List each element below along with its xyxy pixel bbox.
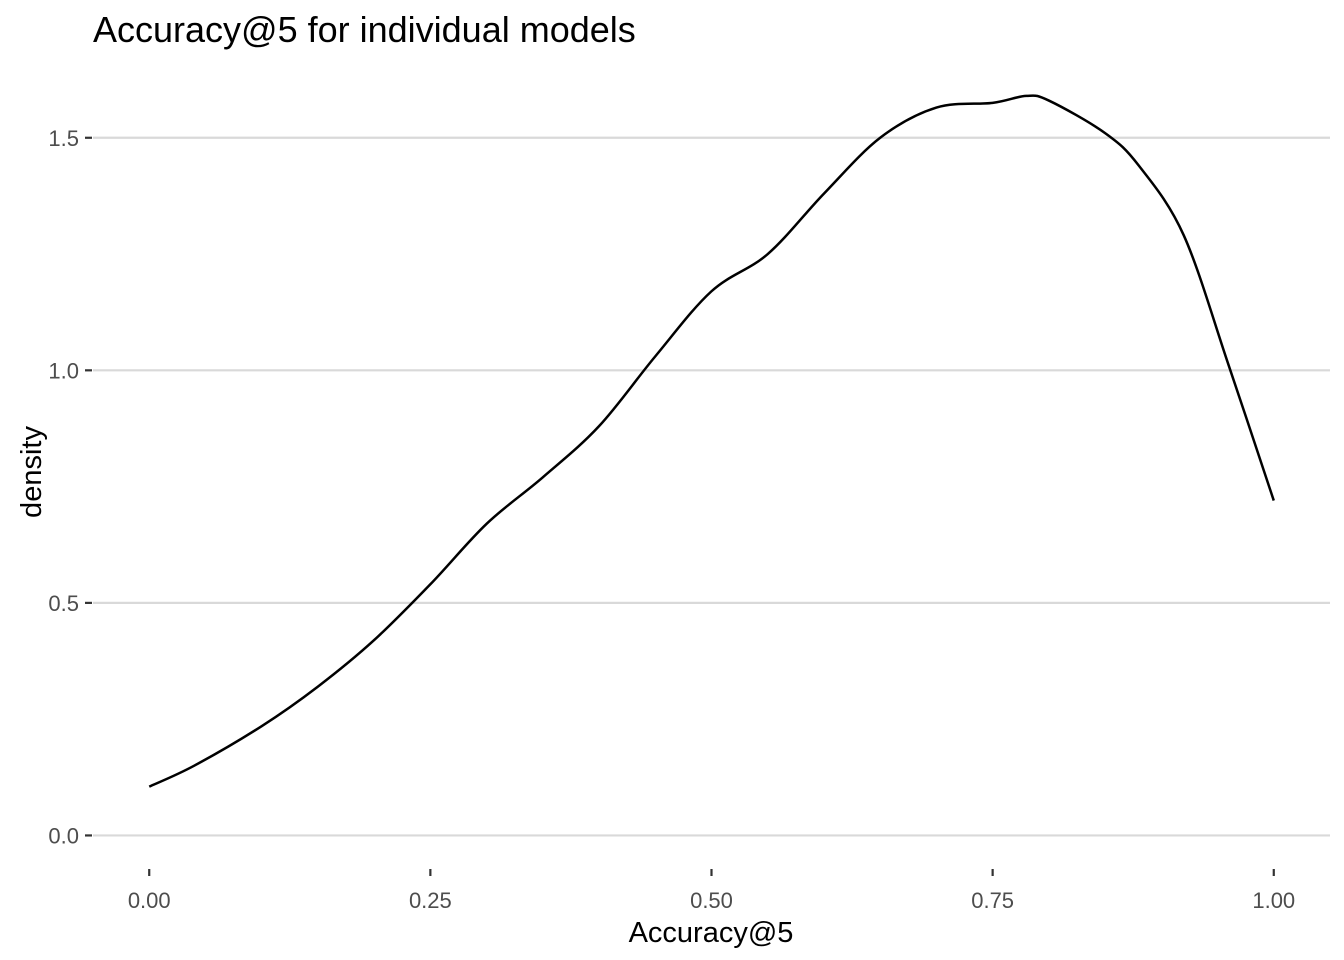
y-tick-label: 0.0	[48, 823, 79, 848]
x-tick-label: 1.00	[1252, 888, 1295, 913]
x-tick-label: 0.75	[971, 888, 1014, 913]
x-axis: 0.00 0.25 0.50 0.75 1.00	[128, 869, 1295, 913]
chart-title: Accuracy@5 for individual models	[93, 9, 636, 50]
gridlines	[93, 136, 1330, 837]
x-tick-label: 0.25	[409, 888, 452, 913]
x-axis-title: Accuracy@5	[629, 917, 794, 949]
y-tick-label: 0.5	[48, 591, 79, 616]
plot-area	[148, 94, 1275, 788]
y-tick-label: 1.0	[48, 358, 79, 383]
y-axis-title: density	[16, 426, 48, 518]
density-curve	[148, 94, 1275, 788]
y-axis: 0.0 0.5 1.0 1.5	[48, 126, 92, 848]
y-tick-label: 1.5	[48, 126, 79, 151]
x-tick-label: 0.50	[690, 888, 733, 913]
x-tick-label: 0.00	[128, 888, 171, 913]
